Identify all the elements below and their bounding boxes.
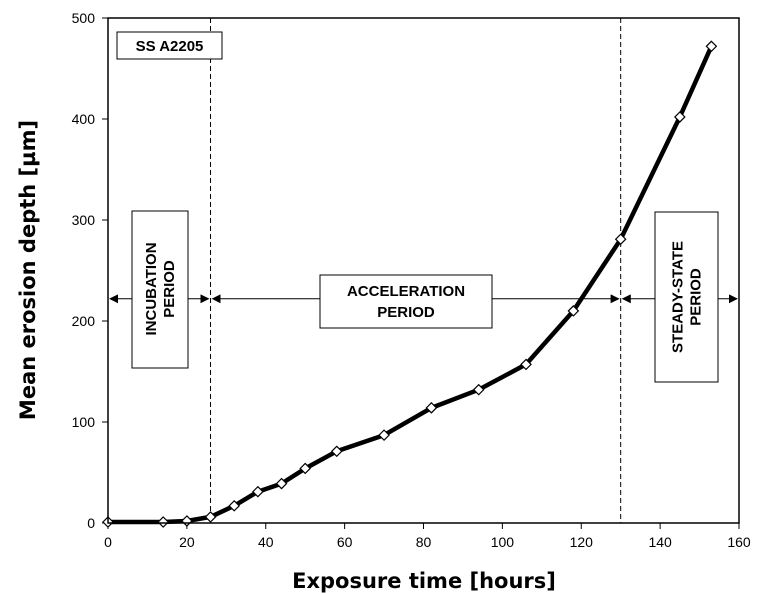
x-axis-ticks: 0 20 40 60 80 100 120 140 160 (104, 523, 751, 550)
steady-state-period-box: STEADY-STATE PERIOD (654, 211, 719, 383)
acceleration-label-line1: ACCELERATION (347, 283, 465, 300)
x-tick-label: 100 (491, 534, 515, 550)
data-point (252, 485, 264, 498)
data-point (181, 515, 193, 527)
data-point (378, 429, 390, 441)
incubation-period-box: INCUBATION PERIOD (131, 210, 189, 369)
y-tick-label: 200 (72, 313, 96, 329)
data-point (204, 511, 217, 523)
y-axis-title: Mean erosion depth [µm] (16, 120, 40, 420)
acceleration-label-line2: PERIOD (377, 304, 435, 321)
data-point (673, 111, 686, 123)
data-point (520, 358, 532, 371)
x-tick-label: 160 (727, 534, 751, 550)
x-tick-label: 140 (648, 534, 672, 550)
data-point (472, 383, 485, 396)
x-axis-title: Exposure time [hours] (292, 569, 556, 593)
x-tick-label: 80 (416, 534, 432, 550)
x-tick-label: 60 (337, 534, 353, 550)
data-point (567, 305, 580, 317)
x-tick-label: 0 (104, 534, 112, 550)
series-layer (102, 40, 718, 528)
y-axis-ticks: 0 100 200 300 400 500 (72, 10, 108, 531)
x-tick-label: 40 (258, 534, 274, 550)
data-point (425, 402, 438, 414)
y-tick-label: 0 (87, 515, 95, 531)
data-point (299, 462, 312, 475)
data-point (705, 40, 718, 53)
y-tick-label: 400 (72, 111, 96, 127)
data-point (275, 477, 288, 490)
acceleration-period-box: ACCELERATION PERIOD (319, 274, 493, 329)
steady-state-label-line2: PERIOD (688, 268, 705, 326)
y-tick-label: 300 (72, 212, 96, 228)
data-point (157, 516, 170, 528)
data-point (614, 233, 627, 246)
y-tick-label: 100 (72, 414, 96, 430)
steady-state-label-line1: STEADY-STATE (670, 241, 687, 353)
data-point (228, 499, 241, 512)
x-tick-label: 120 (570, 534, 594, 550)
data-point (330, 445, 343, 458)
incubation-label-line1: INCUBATION (143, 242, 160, 335)
material-label: SS A2205 (136, 38, 204, 55)
incubation-label-line2: PERIOD (161, 260, 178, 318)
y-tick-label: 500 (72, 10, 96, 26)
period-boundaries (210, 18, 622, 523)
plot-area (107, 17, 740, 524)
x-tick-label: 20 (179, 534, 195, 550)
material-label-box: SS A2205 (116, 31, 223, 60)
